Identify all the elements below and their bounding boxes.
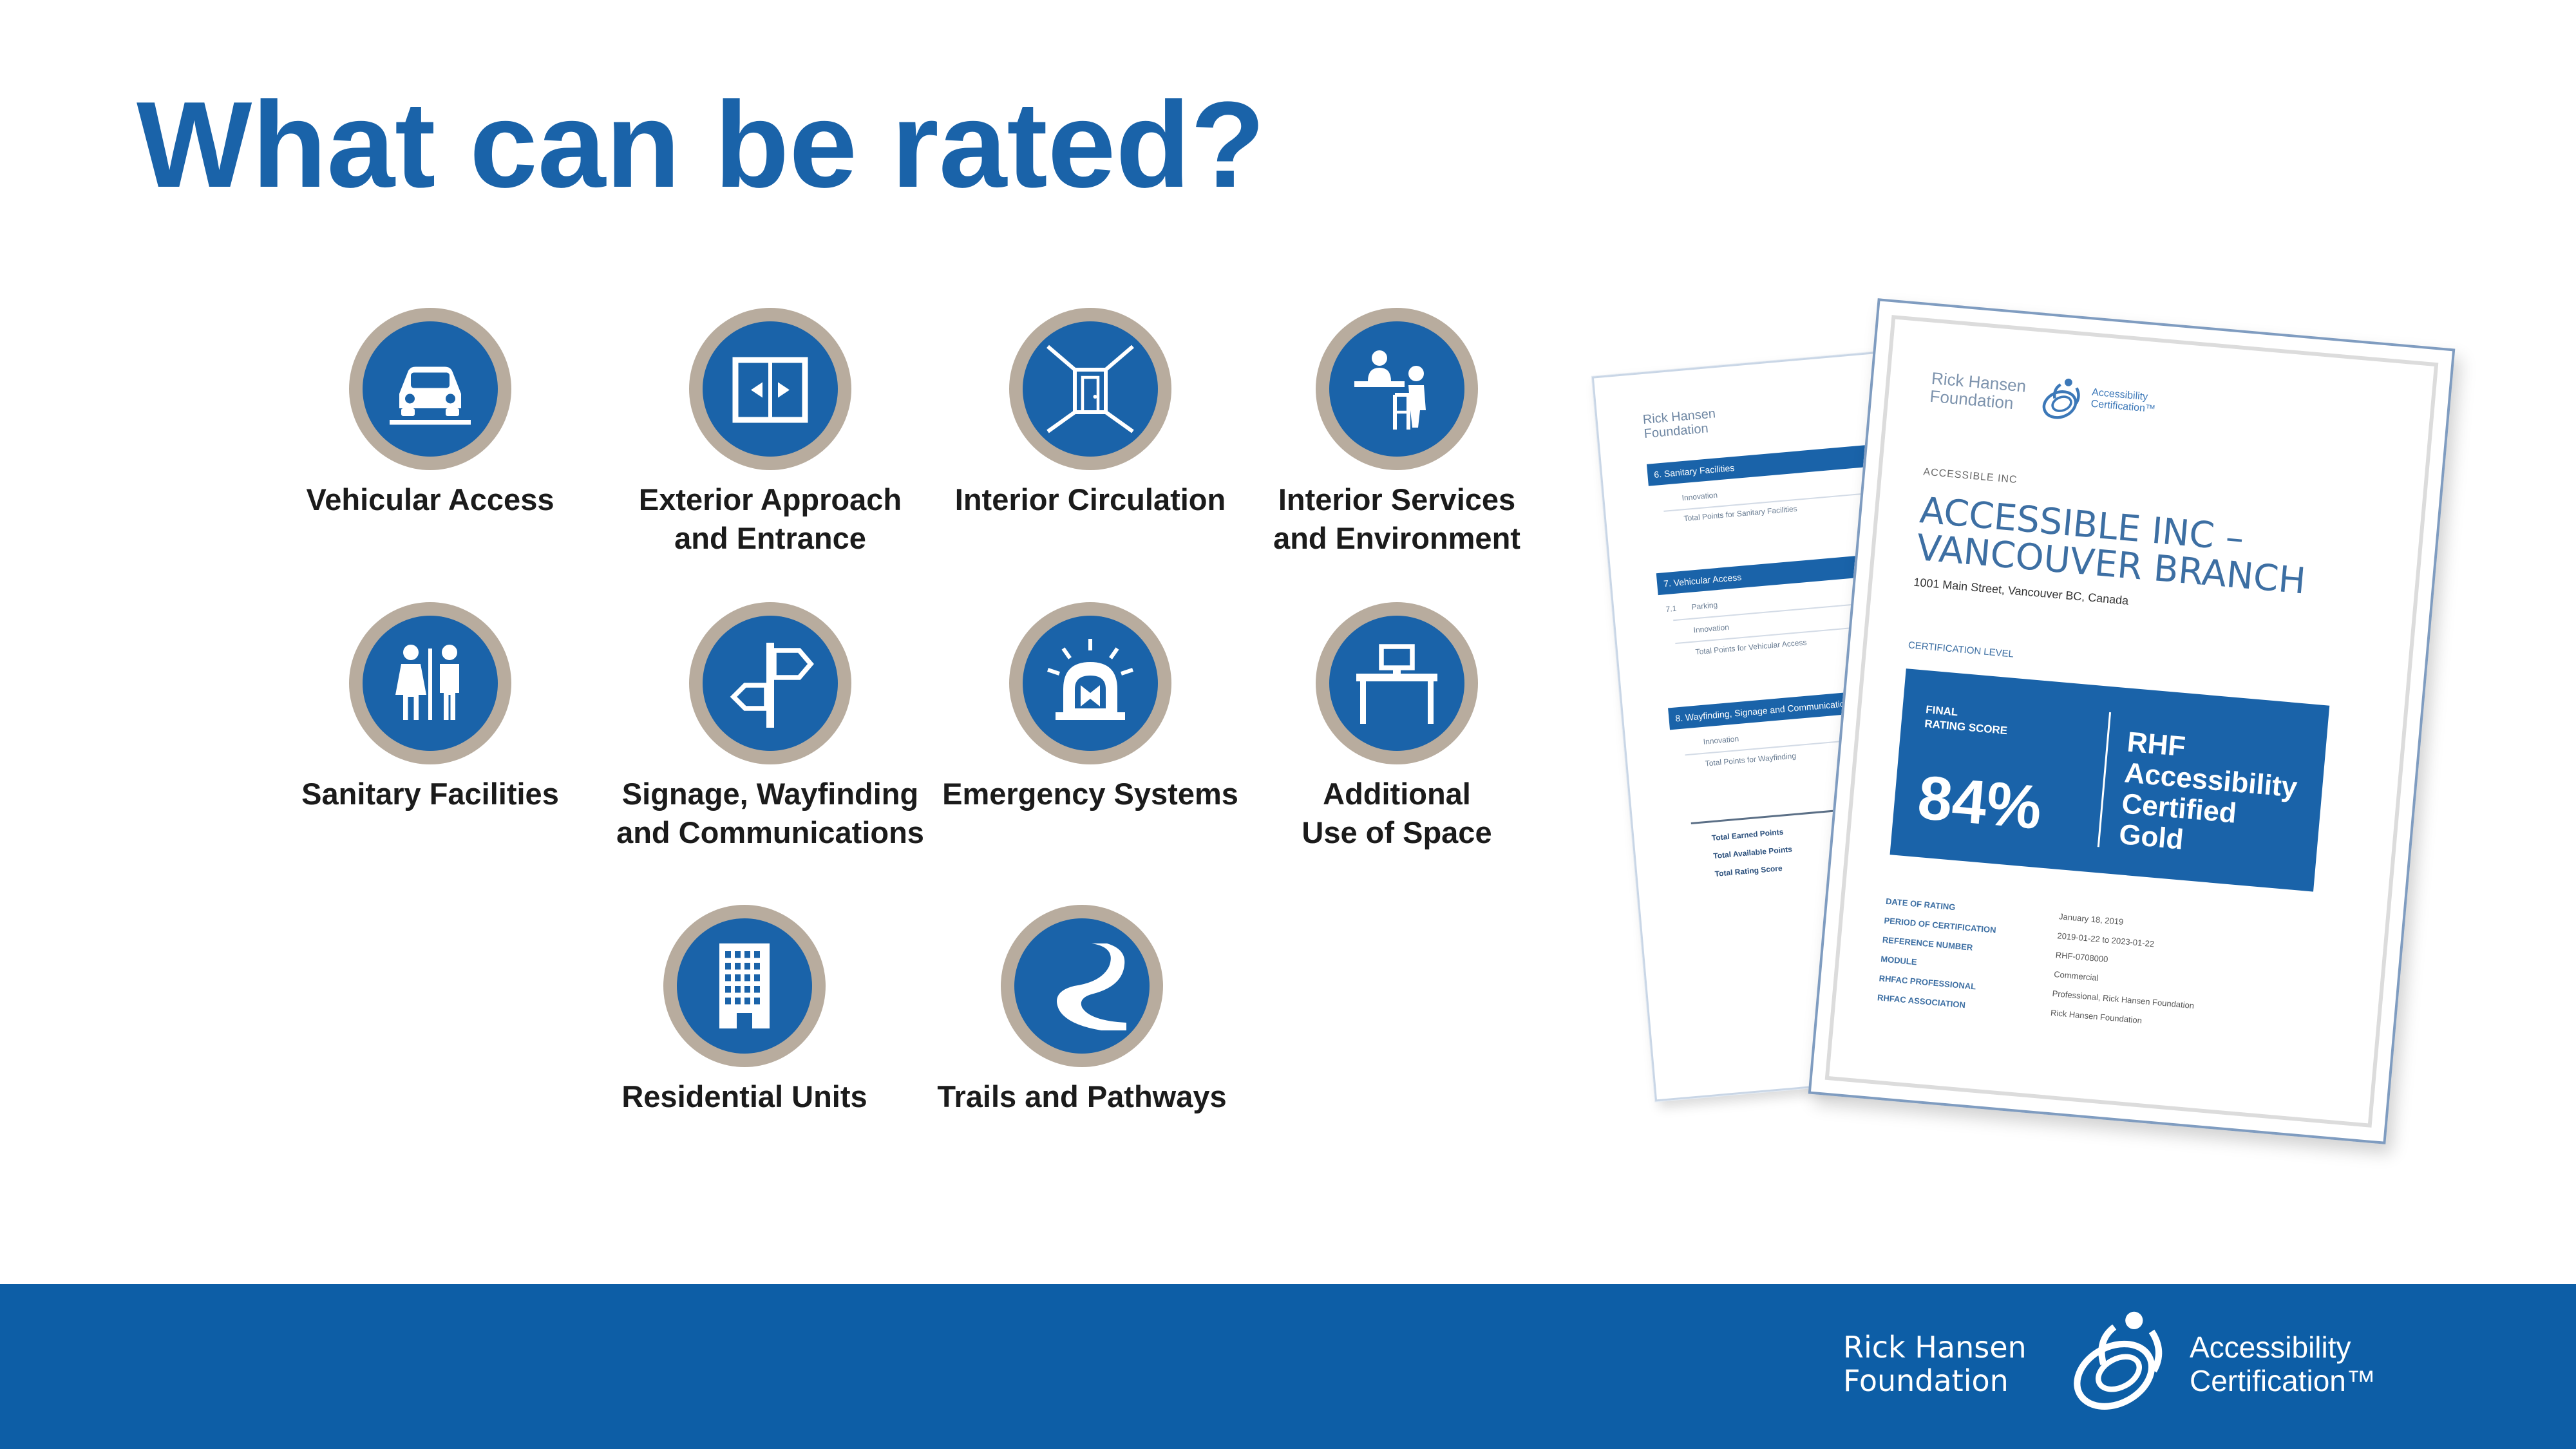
service-counter-icon	[1354, 350, 1426, 430]
icon-ring	[689, 602, 851, 764]
report-row: Parking	[1690, 600, 1718, 612]
restroom-icon	[395, 645, 459, 720]
rhf-logo-mark-icon	[2074, 1311, 2163, 1410]
icon-ring	[1009, 308, 1171, 470]
category-label: Interior Services and Environment	[1273, 482, 1520, 555]
alarm-light-icon	[1047, 639, 1133, 720]
rhf-logo-mark-icon	[2042, 378, 2080, 419]
category-label: Sanitary Facilities	[301, 777, 559, 811]
icon-ring	[1009, 602, 1171, 764]
signpost-icon	[730, 643, 814, 728]
footer-program-name: Accessibility Certification™	[2190, 1331, 2376, 1397]
score-box: FINAL RATING SCORE 84% RHF Accessibility …	[1889, 668, 2330, 892]
desk-icon	[1356, 644, 1437, 724]
category-label: Additional Use of Space	[1302, 777, 1492, 849]
report-row: Innovation	[1681, 490, 1718, 503]
icon-ring	[663, 905, 826, 1067]
category-label: Exterior Approach and Entrance	[638, 482, 902, 555]
certificate-page: Rick Hansen Foundation Accessibility Certi…	[1808, 298, 2456, 1144]
certificate-logo-org: Rick Hansen Foundation	[1929, 368, 2027, 413]
category-label: Residential Units	[621, 1079, 867, 1113]
icon-ring	[1316, 308, 1478, 470]
report-summary: Total Earned Points	[1711, 827, 1784, 843]
score-divider	[2097, 712, 2112, 848]
corridor-door-icon	[1046, 345, 1134, 433]
certification-result: RHF Accessibility Certified Gold	[2117, 726, 2299, 856]
report-summary: Total Rating Score	[1714, 863, 1783, 879]
category-label: Interior Circulation	[954, 482, 1226, 516]
icon-ring	[349, 602, 511, 764]
final-rating-label: FINAL RATING SCORE	[1924, 703, 2008, 737]
icon-ring	[349, 308, 511, 470]
footer-org-name: Rick Hansen Foundation	[1843, 1330, 2027, 1398]
car-icon	[390, 366, 471, 425]
apartment-building-icon	[719, 943, 770, 1028]
report-summary: Total Available Points	[1712, 844, 1793, 861]
icon-ring	[1316, 602, 1478, 764]
report-row: Innovation	[1693, 622, 1730, 635]
slide-title: What can be rated?	[137, 77, 1265, 213]
certificate-logo-program: Accessibility Certification™	[2090, 386, 2156, 415]
icon-ring	[1001, 905, 1163, 1067]
icon-ring	[689, 308, 851, 470]
report-row: Innovation	[1703, 734, 1739, 746]
trail-path-icon	[1057, 943, 1126, 1030]
certificate-logo: Rick Hansen Foundation Accessibility Certi…	[1928, 364, 2202, 439]
footer-bar: Rick Hansen Foundation Accessibility Certi…	[0, 1284, 2576, 1449]
category-label: Signage, Wayfinding and Communications	[616, 777, 924, 849]
final-score: 84%	[1915, 762, 2045, 843]
category-label: Emergency Systems	[942, 777, 1238, 811]
report-row-number: 7.1	[1665, 603, 1677, 614]
sliding-doors-icon	[732, 357, 808, 423]
category-label: Trails and Pathways	[937, 1079, 1227, 1113]
report-row: Total Points for Wayfinding	[1705, 751, 1797, 768]
report-logo: Rick Hansen Foundation	[1642, 406, 1716, 442]
category-label: Vehicular Access	[306, 482, 554, 516]
